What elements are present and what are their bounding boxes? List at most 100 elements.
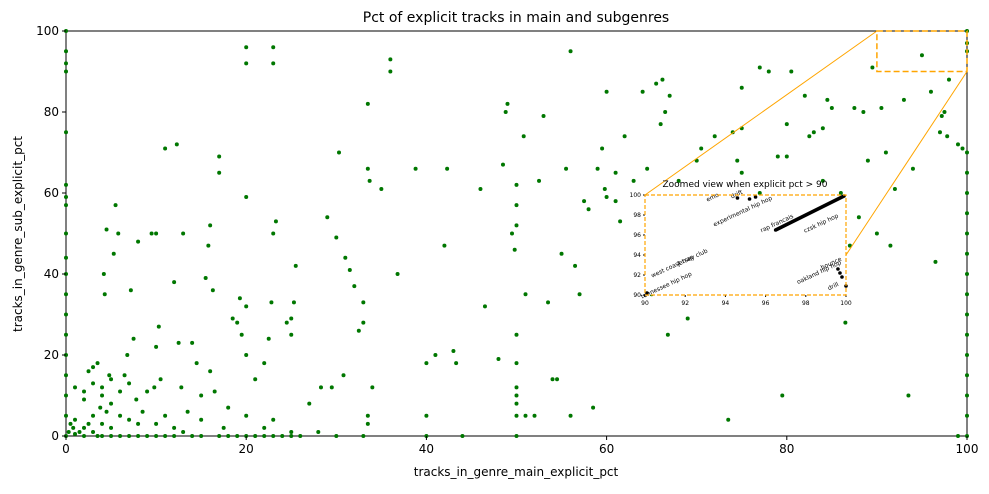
data-point (235, 320, 240, 325)
data-point (631, 178, 636, 183)
data-point (104, 227, 109, 232)
data-point (185, 409, 190, 414)
data-point (757, 65, 762, 70)
data-point (388, 69, 393, 74)
data-point (154, 344, 159, 349)
data-point (64, 203, 68, 208)
data-point (253, 377, 258, 382)
data-point (154, 231, 159, 236)
y-ticks: 0 20 40 60 80 100 (36, 24, 66, 443)
data-point (802, 93, 807, 98)
data-point (262, 434, 267, 438)
data-point (852, 105, 857, 110)
data-point (838, 191, 843, 195)
inset-x-tick-label: 96 (762, 300, 770, 307)
data-point (600, 146, 605, 151)
data-point (271, 231, 276, 236)
x-tick-label: 20 (239, 442, 254, 456)
data-point (127, 434, 132, 438)
data-point (253, 434, 258, 438)
data-point (82, 397, 87, 402)
data-point (271, 434, 276, 438)
data-point (154, 421, 159, 426)
data-point (965, 211, 969, 216)
inset-y-ticks: 90 92 94 96 98 100 (630, 192, 645, 299)
data-point (128, 288, 133, 293)
data-point (514, 332, 519, 337)
data-point (100, 393, 105, 398)
data-point (152, 385, 157, 390)
data-point (100, 434, 105, 438)
data-point (73, 417, 78, 422)
data-point (334, 235, 339, 240)
data-point (208, 369, 213, 374)
data-point (945, 134, 950, 139)
data-point (221, 425, 226, 430)
data-point (289, 434, 294, 438)
data-point (514, 361, 519, 366)
data-point (568, 413, 573, 418)
inset-title: Zoomed view when explicit pct > 90 (663, 180, 828, 190)
inset-x-tick-label: 90 (641, 300, 649, 307)
inset-y-tick-label: 100 (630, 192, 642, 199)
x-ticks: 0 20 40 60 80 100 (62, 436, 978, 456)
inset-zoom: Zoomed view when explicit pct > 90 exper… (630, 180, 852, 307)
data-point (341, 373, 346, 378)
x-tick-label: 0 (62, 442, 70, 456)
data-point (190, 340, 195, 345)
data-point (337, 150, 342, 155)
data-point (906, 393, 911, 398)
data-point (64, 195, 68, 200)
data-point (199, 393, 204, 398)
data-point (577, 292, 582, 297)
data-point (965, 413, 969, 418)
data-point (946, 77, 951, 82)
data-point (965, 272, 969, 276)
data-point (329, 385, 334, 390)
data-point (514, 434, 519, 438)
zoom-connector-bottom (845, 71, 968, 256)
data-point (64, 393, 68, 398)
data-point (604, 89, 609, 94)
data-point (424, 361, 429, 366)
data-point (541, 114, 546, 119)
data-point (176, 340, 181, 345)
inset-y-tick-label: 90 (633, 292, 641, 299)
data-point (514, 223, 519, 228)
data-point (928, 89, 933, 94)
data-point (820, 178, 825, 183)
data-point (735, 158, 740, 163)
data-point (235, 434, 240, 438)
data-point (91, 365, 96, 370)
data-point (514, 203, 519, 208)
data-point (379, 186, 384, 191)
data-point (237, 296, 242, 301)
data-point (568, 49, 573, 54)
data-point (739, 170, 744, 175)
data-point (158, 377, 163, 382)
data-point (965, 373, 969, 378)
data-point (514, 182, 519, 187)
data-point (766, 69, 771, 74)
data-point (273, 219, 278, 224)
inset-x-tick-label: 94 (722, 300, 730, 307)
data-point (325, 215, 330, 220)
data-point (125, 353, 130, 357)
data-point (451, 348, 456, 353)
data-point (352, 284, 357, 289)
data-point (367, 178, 372, 183)
data-point (149, 231, 154, 236)
data-point (244, 353, 249, 357)
data-point (365, 413, 370, 418)
data-point (109, 434, 114, 438)
data-point (181, 429, 186, 434)
data-point (271, 61, 276, 66)
data-point (316, 429, 321, 434)
y-tick-label: 100 (36, 24, 59, 38)
x-tick-label: 60 (599, 442, 614, 456)
data-point (775, 154, 780, 159)
data-point (712, 134, 717, 139)
data-point (892, 186, 897, 191)
data-point (64, 292, 68, 297)
data-point (194, 361, 199, 366)
